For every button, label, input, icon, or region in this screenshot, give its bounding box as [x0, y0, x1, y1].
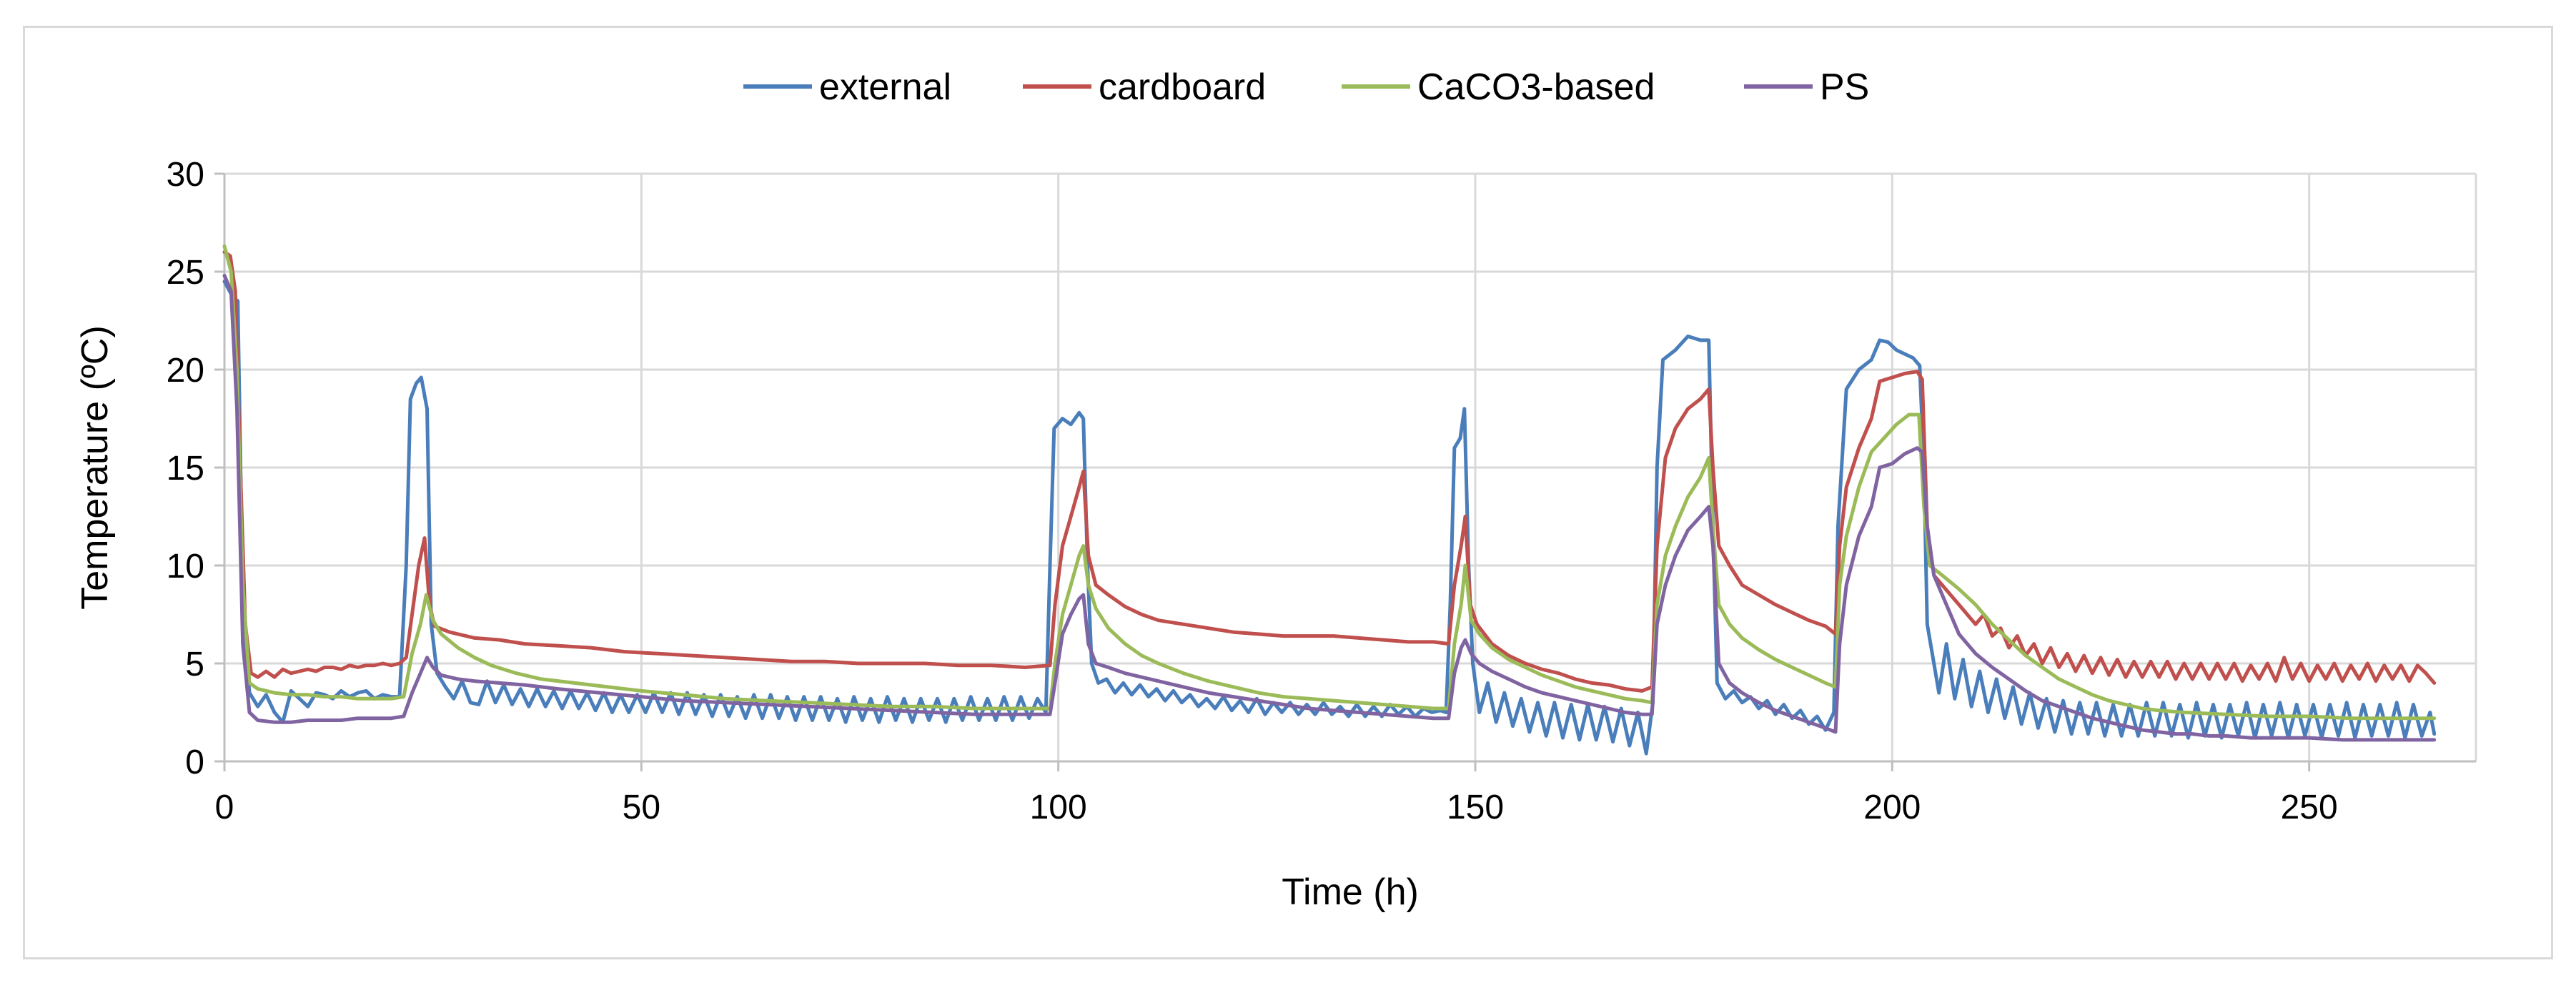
y-tick-labels: 0 5 10 15 20 25 30 [167, 156, 204, 781]
y-tick-label: 15 [167, 450, 204, 488]
series-line-ps [222, 274, 2437, 742]
x-tick-label: 100 [1030, 789, 1087, 826]
x-tick-label: 50 [623, 789, 660, 826]
series-lines [222, 244, 2437, 756]
y-tick-label: 30 [167, 156, 204, 194]
y-tick-label: 5 [185, 646, 204, 683]
series-line-caco3-based [222, 244, 2437, 721]
y-tick-label: 25 [167, 254, 204, 292]
x-axis-title: Time (h) [1282, 871, 1419, 913]
chart-frame: 0 5 10 15 20 25 30 0 50 100 150 200 250 Time (h) Te… [23, 26, 2553, 959]
series-line-cardboard [222, 250, 2437, 693]
series-line-external [222, 280, 2437, 756]
x-tick-label: 150 [1447, 789, 1504, 826]
y-tick-label: 0 [185, 744, 204, 781]
legend: external cardboard CaCO3-based PS [743, 66, 1869, 108]
line-chart: 0 5 10 15 20 25 30 0 50 100 150 200 250 Time (h) Te… [74, 66, 2477, 913]
legend-label-external: external [819, 66, 951, 108]
y-tick-label: 20 [167, 352, 204, 390]
x-tick-label: 250 [2281, 789, 2338, 826]
x-tick-labels: 0 50 100 150 200 250 [215, 789, 2338, 826]
axes [214, 172, 2476, 771]
x-tick-label: 0 [215, 789, 234, 826]
legend-label-cardboard: cardboard [1099, 66, 1266, 108]
gridlines [224, 172, 2477, 761]
x-tick-label: 200 [1863, 789, 1921, 826]
y-tick-label: 10 [167, 548, 204, 586]
legend-label-ps: PS [1820, 66, 1869, 108]
legend-label-caco3-based: CaCO3-based [1417, 66, 1655, 108]
y-axis-title: Temperature (ºC) [74, 325, 116, 610]
